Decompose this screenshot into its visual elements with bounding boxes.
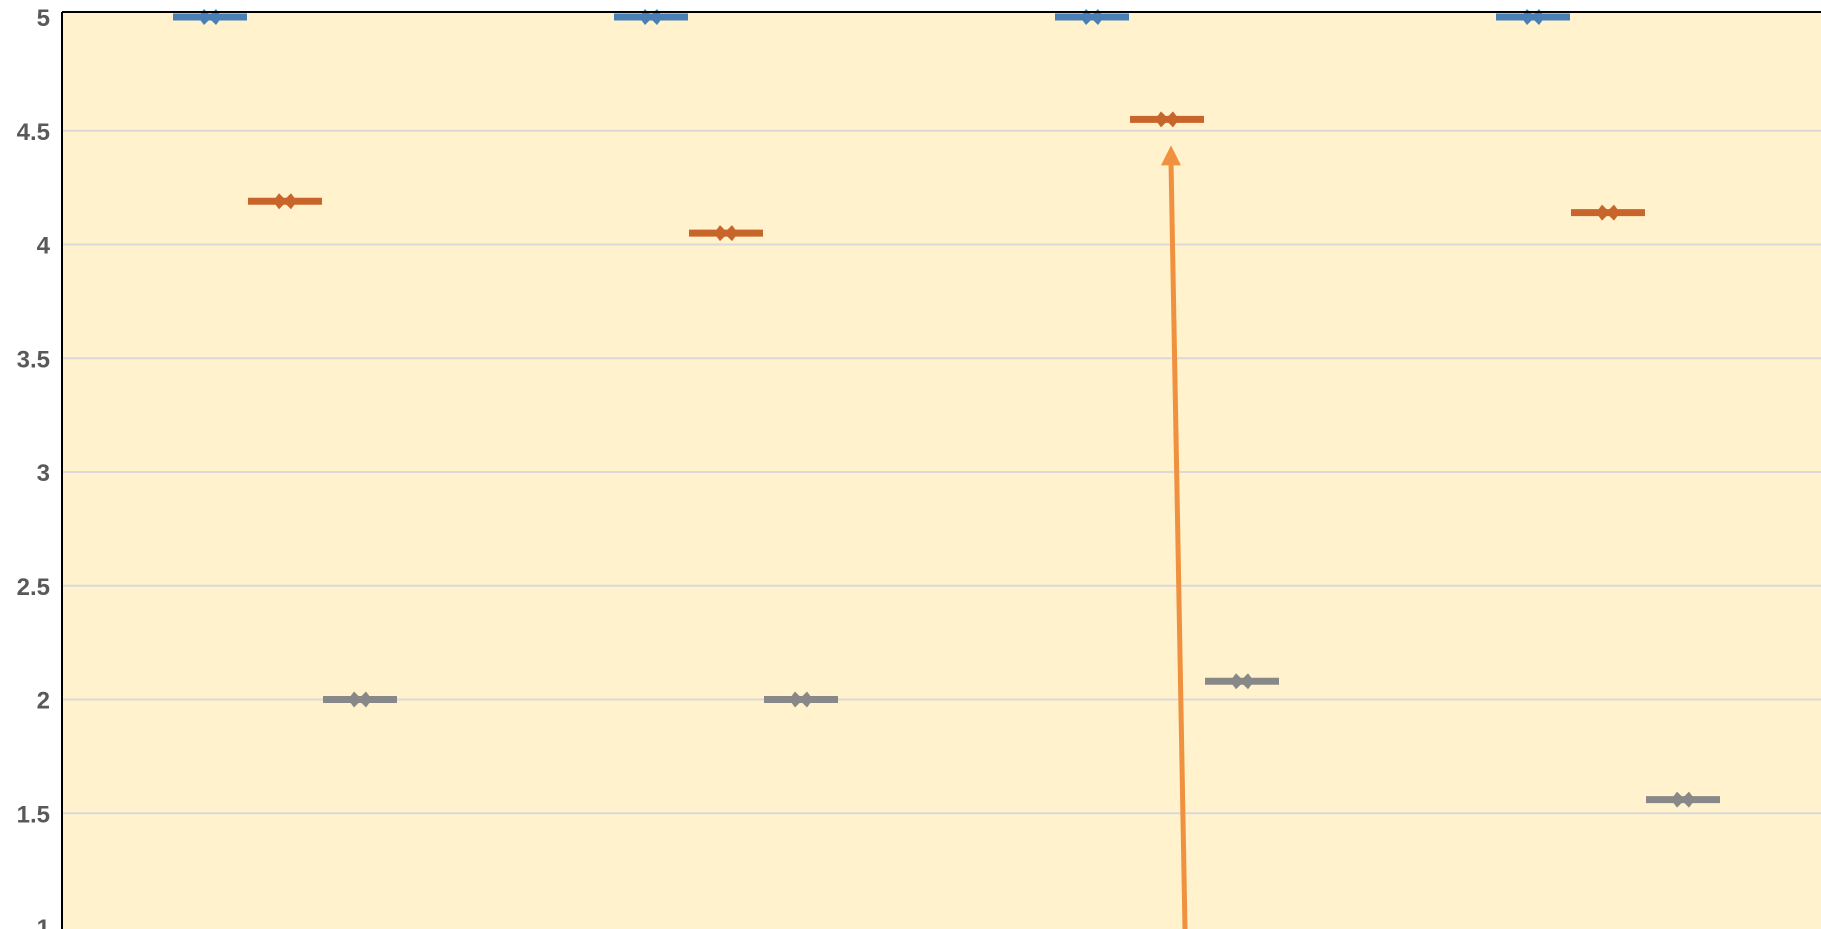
data-point-series-2-group-1 bbox=[248, 193, 322, 210]
data-point-marker bbox=[1671, 791, 1695, 808]
annotation-layer bbox=[1161, 145, 1188, 929]
y-tick-label: 3 bbox=[37, 460, 50, 487]
data-point-series-3-group-1 bbox=[323, 691, 397, 708]
data-point-marker bbox=[1596, 204, 1620, 221]
data-point-marker bbox=[1230, 673, 1254, 690]
y-tick-label: 4.5 bbox=[17, 119, 50, 146]
y-axis-tick-labels: 1 1.5 2 2.5 3 3.5 4 4.5 5 bbox=[17, 5, 51, 929]
y-tick-label: 2.5 bbox=[17, 574, 50, 601]
data-point-marker bbox=[1155, 111, 1179, 128]
y-tick-label: 2 bbox=[37, 688, 50, 715]
data-point-marker bbox=[714, 225, 738, 242]
annotation-arrow-shaft bbox=[1168, 161, 1188, 929]
data-point-series-2-group-3 bbox=[1130, 111, 1204, 128]
data-point-marker bbox=[273, 193, 297, 210]
data-point-series-2-group-4 bbox=[1571, 204, 1645, 221]
y-tick-label: 1.5 bbox=[17, 801, 50, 828]
plot-area-background bbox=[62, 12, 1821, 929]
y-tick-label: 3.5 bbox=[17, 346, 50, 373]
y-tick-label: 4 bbox=[37, 233, 51, 260]
data-point-series-3-group-3 bbox=[1205, 673, 1279, 690]
data-point-series-2-group-2 bbox=[689, 225, 763, 242]
data-point-series-3-group-2 bbox=[764, 691, 838, 708]
y-tick-label: 5 bbox=[37, 5, 50, 32]
annotation-arrow-head bbox=[1161, 145, 1181, 166]
data-point-marker bbox=[789, 691, 813, 708]
y-tick-label: 1 bbox=[37, 915, 50, 929]
data-point-series-3-group-4 bbox=[1646, 791, 1720, 808]
data-point-marker bbox=[348, 691, 372, 708]
